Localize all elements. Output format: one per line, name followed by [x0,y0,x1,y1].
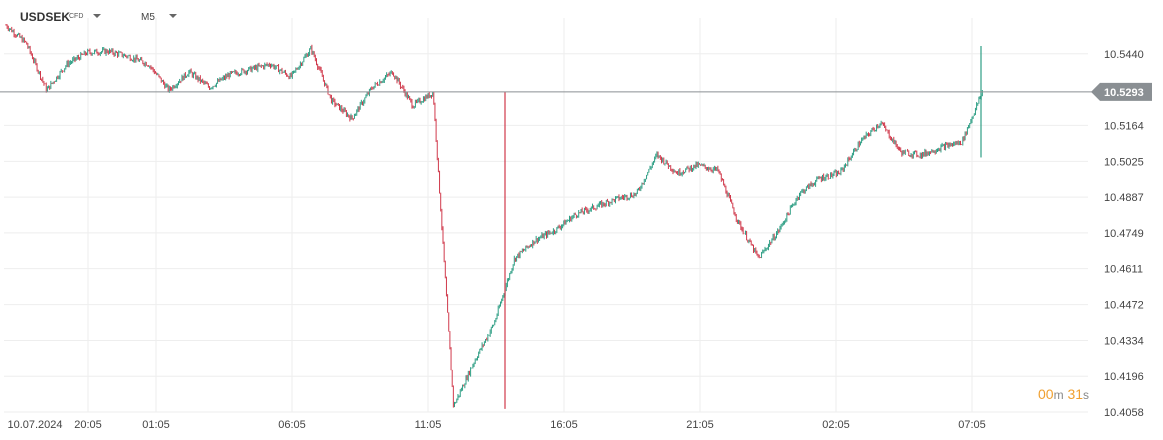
y-tick-label: 10.4887 [1104,192,1144,204]
x-tick-label: 02:05 [822,419,850,431]
grid [4,18,1088,413]
y-tick-label: 10.5164 [1104,120,1144,132]
symbol-dropdown-icon[interactable] [93,14,101,18]
timeframe-dropdown-icon[interactable] [169,14,177,18]
y-tick-label: 10.5440 [1104,49,1144,61]
y-tick-label: 10.4749 [1104,228,1144,240]
y-tick-label: 10.4334 [1104,335,1144,347]
countdown-minutes-unit: m [1053,388,1064,402]
countdown-minutes: 00 [1038,386,1054,402]
x-tick-label: 20:05 [74,419,102,431]
y-tick-label: 10.4058 [1104,407,1144,419]
y-tick-label: 10.4472 [1104,300,1144,312]
x-tick-label: 11:05 [415,419,442,431]
x-tick-label: 01:05 [142,419,170,431]
candle-countdown: 00m 31s [1038,386,1089,402]
y-tick-label: 10.4196 [1104,371,1144,383]
countdown-seconds: 31 [1067,386,1084,402]
chart-header: USDSEK CFD M5 [0,0,1163,34]
symbol-label[interactable]: USDSEK [20,10,71,24]
x-tick-label: 07:05 [958,419,986,431]
x-tick-label: 21:05 [686,419,714,431]
current-price-tag [1091,82,1152,101]
x-tick-label: 06:05 [278,419,306,431]
instrument-type-badge: CFD [69,13,84,20]
candles [5,23,983,409]
x-tick-label: 10.07.2024 [7,419,62,431]
y-tick-label: 10.4611 [1104,264,1143,276]
countdown-seconds-unit: s [1083,388,1090,402]
timeframe-label[interactable]: M5 [141,12,155,23]
y-tick-label: 10.5025 [1104,156,1144,168]
x-tick-label: 16:05 [550,419,578,431]
current-price-label: 10.5293 [1104,87,1144,99]
